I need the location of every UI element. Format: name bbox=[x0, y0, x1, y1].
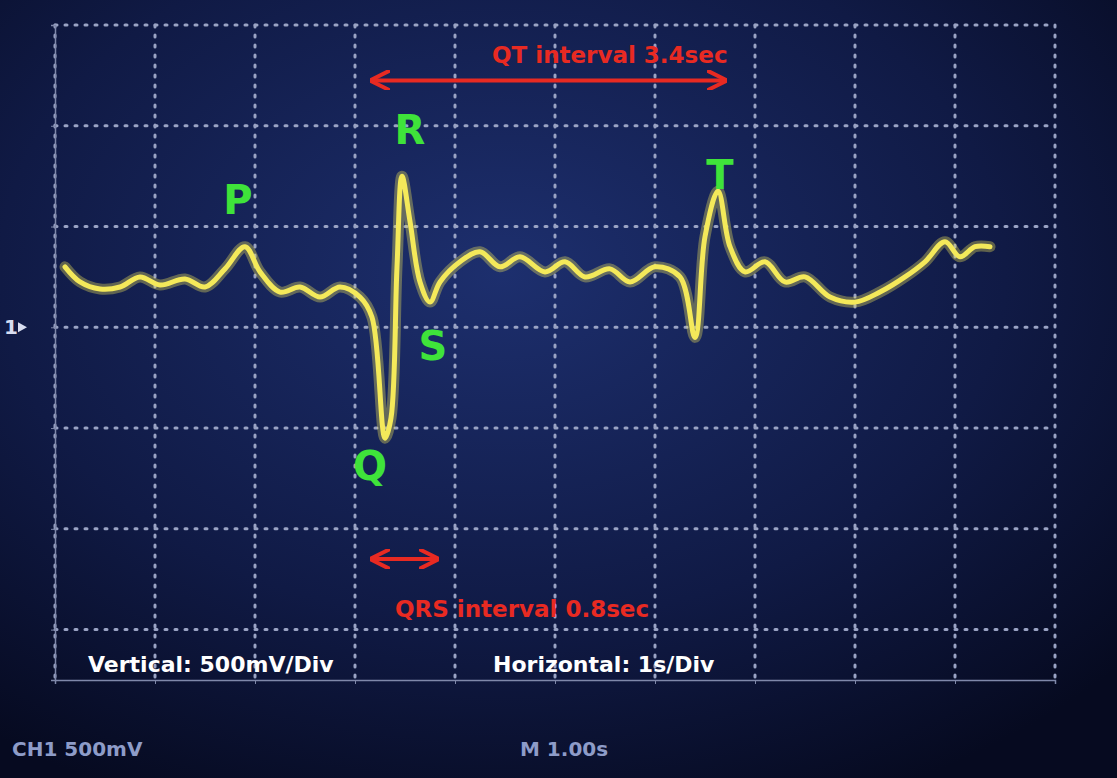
tick-mark bbox=[1055, 680, 1056, 684]
interval-arrow bbox=[372, 78, 725, 82]
tick bbox=[155, 680, 156, 684]
tick-mark bbox=[555, 680, 556, 684]
tick bbox=[51, 25, 55, 26]
tick-mark bbox=[355, 680, 356, 684]
interval-arrow bbox=[372, 557, 437, 561]
y-axis bbox=[51, 26, 56, 681]
tick bbox=[1055, 680, 1056, 684]
scale-note: Vertical: 500mV/Div bbox=[88, 652, 334, 677]
tick-mark bbox=[51, 227, 55, 228]
ground-marker: 1 bbox=[4, 315, 27, 339]
tick-mark bbox=[51, 327, 55, 328]
wave-label: Q bbox=[353, 443, 387, 489]
grid-line bbox=[454, 25, 457, 680]
tick-mark bbox=[51, 529, 55, 530]
tick bbox=[655, 680, 656, 684]
tick bbox=[855, 680, 856, 684]
scope-footer: CH1 500mV bbox=[12, 737, 143, 761]
tick bbox=[255, 680, 256, 684]
background bbox=[0, 0, 1117, 778]
tick bbox=[51, 126, 55, 127]
grid-line bbox=[55, 124, 1055, 127]
grid-line bbox=[55, 326, 1055, 329]
wave-label: S bbox=[419, 323, 448, 369]
tick-mark bbox=[51, 25, 55, 26]
tick bbox=[955, 680, 956, 684]
ground-marker-arrow bbox=[18, 322, 27, 332]
x-axis bbox=[56, 680, 1056, 684]
tick-mark bbox=[51, 630, 55, 631]
tick-mark bbox=[455, 680, 456, 684]
tick bbox=[355, 680, 356, 684]
tick-mark bbox=[855, 680, 856, 684]
tick-mark bbox=[51, 126, 55, 127]
interval-label: QT interval 3.4sec bbox=[492, 42, 728, 68]
tick bbox=[51, 428, 55, 429]
grid-line bbox=[55, 225, 1055, 228]
tick-mark bbox=[255, 680, 256, 684]
tick bbox=[555, 680, 556, 684]
plot-area bbox=[65, 176, 990, 438]
wave-label: R bbox=[395, 107, 426, 153]
grid-line bbox=[554, 25, 557, 680]
grid-line bbox=[55, 628, 1055, 631]
grid-line bbox=[254, 25, 257, 680]
grid-line bbox=[854, 25, 857, 680]
grid-line bbox=[55, 527, 1055, 530]
grid-line bbox=[954, 25, 957, 680]
tick-mark bbox=[655, 680, 656, 684]
grid-line bbox=[754, 25, 757, 680]
grid-line bbox=[1054, 25, 1057, 680]
trace-glow bbox=[65, 176, 990, 438]
trace bbox=[65, 176, 990, 438]
grid-line bbox=[154, 25, 157, 680]
tick bbox=[51, 327, 55, 328]
tick-mark bbox=[955, 680, 956, 684]
tick bbox=[51, 529, 55, 530]
tick bbox=[51, 227, 55, 228]
tick-mark bbox=[51, 428, 55, 429]
ground-marker-label: 1 bbox=[4, 315, 18, 339]
grid-line bbox=[55, 427, 1055, 430]
interval-label: QRS interval 0.8sec bbox=[395, 596, 649, 622]
grid-line bbox=[654, 25, 657, 680]
scope-footer: M 1.00s bbox=[520, 737, 608, 761]
grid bbox=[55, 25, 1055, 680]
axis-line bbox=[51, 26, 56, 681]
grid-line bbox=[55, 24, 1055, 27]
grid-line bbox=[354, 25, 357, 680]
tick-mark bbox=[155, 680, 156, 684]
wave-label: P bbox=[223, 177, 252, 223]
annotations: 1 P R T S Q QT interval 3.4sec QRS interval 0.8… bbox=[4, 42, 734, 761]
axis-line bbox=[56, 681, 1056, 685]
chart: 1 P R T S Q QT interval 3.4sec QRS interval 0.8… bbox=[0, 0, 1117, 778]
tick bbox=[51, 630, 55, 631]
scale-note: Horizontal: 1s/Div bbox=[493, 652, 715, 677]
tick bbox=[755, 680, 756, 684]
tick-mark bbox=[755, 680, 756, 684]
tick bbox=[455, 680, 456, 684]
wave-label: T bbox=[706, 152, 734, 198]
